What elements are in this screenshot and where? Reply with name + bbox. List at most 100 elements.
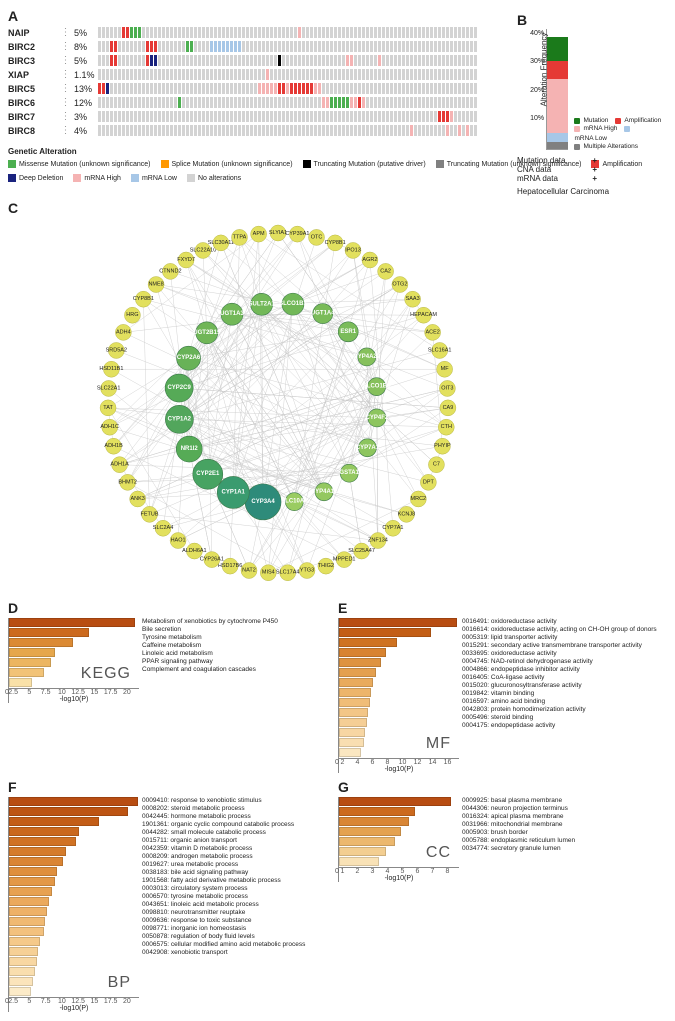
bar-label: 0043651: linoleic acid metabolic process (142, 901, 305, 909)
svg-text:HSD11B1: HSD11B1 (99, 366, 123, 372)
svg-text:YTG3: YTG3 (300, 568, 314, 574)
bar-label: 0016597: amino acid binding (462, 698, 657, 706)
bar-row (9, 937, 139, 946)
gene-pct: 5% (74, 56, 98, 66)
gene-label: BIRC5 (8, 84, 56, 94)
bar-label: 0098810: neurotransmitter reuptake (142, 909, 305, 917)
bar-row (9, 797, 139, 806)
bar-row (339, 678, 459, 687)
gene-label: NAIP (8, 28, 56, 38)
bar-label: 0004745: NAD-retinol dehydrogenase activ… (462, 658, 657, 666)
bar-row (9, 628, 139, 637)
svg-text:MRC2: MRC2 (411, 496, 427, 502)
bar-label: 0005788: endoplasmic reticulum lumen (462, 837, 575, 845)
bar-label: 0016324: apical plasma membrane (462, 813, 575, 821)
svg-text:UGT2B15: UGT2B15 (193, 330, 221, 336)
svg-text:ESR1: ESR1 (340, 329, 356, 335)
bar-row (339, 618, 459, 627)
gene-label: BIRC2 (8, 42, 56, 52)
bar-row (9, 927, 139, 936)
panel-corner: KEGG (81, 665, 131, 683)
svg-text:THIG2: THIG2 (318, 563, 334, 569)
bar-label: 0005903: brush border (462, 829, 575, 837)
svg-text:PHYIP: PHYIP (434, 443, 451, 449)
bar-label: 0042359: vitamin D metabolic process (142, 845, 305, 853)
svg-text:OIT3: OIT3 (441, 385, 453, 391)
bar-label: 0005319: lipid transporter activity (462, 634, 657, 642)
gene-pct: 3% (74, 112, 98, 122)
legend-item: Truncating Mutation (putative driver) (303, 160, 426, 168)
bar-row (9, 817, 139, 826)
svg-text:CYP4F2: CYP4F2 (366, 415, 389, 421)
panel-b-alteration-frequency: B Alteration Frequency 40% 30% 20% 10% M… (517, 12, 667, 196)
svg-text:CYP4A11: CYP4A11 (311, 489, 338, 495)
gene-label: BIRC3 (8, 56, 56, 66)
panel-d-kegg: D02.557.51012.51517.520-log10(P)KEGGMeta… (8, 600, 328, 773)
svg-text:SLC10A1: SLC10A1 (281, 499, 308, 505)
panel-b-label: B (517, 12, 667, 28)
freq-segment (547, 133, 568, 142)
bar-label: Metabolism of xenobiotics by cytochrome … (142, 618, 278, 626)
gene-pct: 12% (74, 98, 98, 108)
svg-text:CYP2E1: CYP2E1 (196, 471, 220, 477)
bar-row (9, 618, 139, 627)
freq-segment (547, 142, 568, 150)
bar-label: 0006570: tyrosine metabolic process (142, 893, 305, 901)
legend-item: mRNA Low (131, 174, 177, 182)
freq-segment (547, 37, 568, 61)
svg-text:UGT1A3: UGT1A3 (220, 311, 244, 317)
bar-label: Bile secretion (142, 626, 278, 634)
svg-text:SLC2A4: SLC2A4 (153, 525, 174, 531)
bar-row (339, 797, 459, 806)
svg-text:CTNND2: CTNND2 (159, 268, 181, 274)
bar-label: 0016405: CoA-ligase activity (462, 674, 657, 682)
svg-text:CA9: CA9 (443, 405, 454, 411)
bar-row (9, 877, 139, 886)
bar-label: 0004866: endopeptidase inhibitor activit… (462, 666, 657, 674)
legend-item: No alterations (187, 174, 241, 182)
bar-label: 0034774: secretory granule lumen (462, 845, 575, 853)
gene-pct: 8% (74, 42, 98, 52)
gene-pct: 5% (74, 28, 98, 38)
svg-text:SLCO1B1: SLCO1B1 (279, 301, 307, 307)
genetic-alteration-title: Genetic Alteration (8, 147, 77, 156)
svg-text:AGR2: AGR2 (362, 257, 377, 263)
bar-row (9, 907, 139, 916)
bar-label: 0009636: response to toxic substance (142, 917, 305, 925)
svg-text:CYP39A1: CYP39A1 (285, 231, 309, 237)
svg-text:GSTA1: GSTA1 (339, 470, 359, 476)
bar-row (9, 827, 139, 836)
svg-text:ALDH6A1: ALDH6A1 (182, 548, 206, 554)
bar-row (339, 658, 459, 667)
svg-text:CA2: CA2 (380, 268, 391, 274)
svg-text:SULT2A1: SULT2A1 (249, 301, 276, 307)
bar-row (9, 648, 139, 657)
panel-e-mf: E0246810121416-log10(P)MF0016491: oxidor… (338, 600, 658, 773)
bar-row (339, 688, 459, 697)
bar-row (9, 947, 139, 956)
bar-label: 1901568: fatty acid derivative metabolic… (142, 877, 305, 885)
svg-text:NAT2: NAT2 (242, 568, 256, 574)
gene-label: BIRC7 (8, 112, 56, 122)
svg-text:CYP7A1: CYP7A1 (382, 525, 403, 531)
svg-text:HSD17B6: HSD17B6 (218, 563, 242, 569)
panel-label: E (338, 600, 347, 616)
bar-label: Linoleic acid metabolism (142, 650, 278, 658)
gene-label: XIAP (8, 70, 56, 80)
bar-label: 0050878: regulation of body fluid levels (142, 933, 305, 941)
svg-text:MPPED1: MPPED1 (333, 557, 356, 563)
svg-text:SLC22A1: SLC22A1 (97, 385, 121, 391)
legend-item: Splice Mutation (unknown significance) (161, 160, 293, 168)
svg-text:IPO13: IPO13 (345, 247, 361, 253)
panel-c-label: C (8, 200, 667, 216)
bar-label: 0009410: response to xenobiotic stimulus (142, 797, 305, 805)
bar-row (339, 817, 459, 826)
bar-label: Tyrosine metabolism (142, 634, 278, 642)
bar-label: 0005496: steroid binding (462, 714, 657, 722)
gene-label: BIRC6 (8, 98, 56, 108)
bar-label: 0019842: vitamin binding (462, 690, 657, 698)
bar-label: Caffeine metabolism (142, 642, 278, 650)
bar-row (339, 668, 459, 677)
legend-item: mRNA High (73, 174, 121, 182)
bar-row (339, 718, 459, 727)
